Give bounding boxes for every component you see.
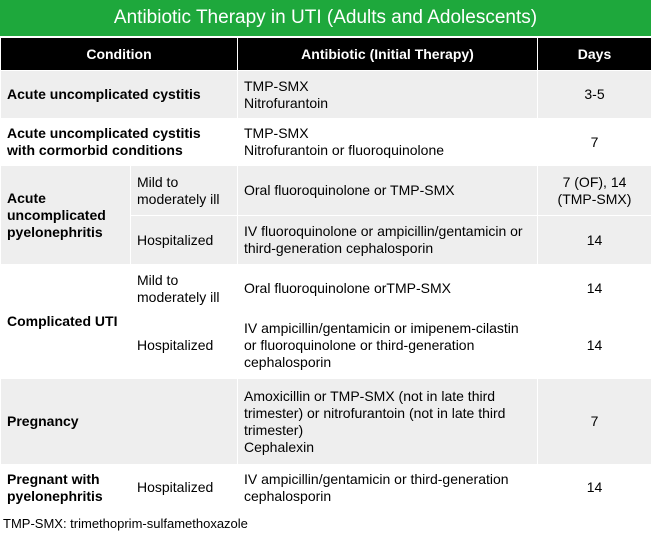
days-cell: 7 (OF), 14 (TMP-SMX) xyxy=(538,166,651,216)
condition-cell: Complicated UTI xyxy=(1,265,131,379)
days-cell: 14 xyxy=(538,313,651,379)
days-cell: 14 xyxy=(538,465,651,511)
setting-cell: Hospitalized xyxy=(131,313,238,379)
antibiotic-cell: Oral fluoroquinolone orTMP-SMX xyxy=(238,265,538,313)
table: Condition Antibiotic (Initial Therapy) D… xyxy=(0,37,651,511)
days-cell: 7 xyxy=(538,379,651,465)
antibiotic-line: Nitrofurantoin or fluoroquinolone xyxy=(244,142,531,159)
antibiotic-line: IV ampicillin/gentamicin or imipenem-cil… xyxy=(244,320,531,371)
header-cell: Condition xyxy=(1,38,238,71)
condition-cell: Pregnancy xyxy=(1,379,238,465)
antibiotic-cell: Oral fluoroquinolone or TMP-SMX xyxy=(238,166,538,216)
antibiotic-cell: Amoxicillin or TMP-SMX (not in late thir… xyxy=(238,379,538,465)
condition-cell: Acute uncomplicated cystitis with cormor… xyxy=(1,119,238,166)
header-row: Condition Antibiotic (Initial Therapy) D… xyxy=(1,38,651,71)
antibiotic-cell: IV fluoroquinolone or ampicillin/gentami… xyxy=(238,216,538,265)
setting-cell: Hospitalized xyxy=(131,216,238,265)
antibiotic-line: Oral fluoroquinolone orTMP-SMX xyxy=(244,280,531,297)
days-cell: 14 xyxy=(538,216,651,265)
setting-cell: Mild to moderately ill xyxy=(131,265,238,313)
antibiotic-line: IV ampicillin/gentamicin or third-genera… xyxy=(244,471,531,505)
condition-cell: Pregnant with pyelonephritis xyxy=(1,465,131,511)
antibiotic-line: IV fluoroquinolone or ampicillin/gentami… xyxy=(244,223,531,257)
header-cell: Antibiotic (Initial Therapy) xyxy=(238,38,538,71)
antibiotic-line: Amoxicillin or TMP-SMX (not in late thir… xyxy=(244,388,531,439)
days-cell: 14 xyxy=(538,265,651,313)
days-cell: 3-5 xyxy=(538,71,651,119)
table-title: Antibiotic Therapy in UTI (Adults and Ad… xyxy=(0,0,651,37)
antibiotic-line: Cephalexin xyxy=(244,439,531,456)
antibiotic-cell: IV ampicillin/gentamicin or imipenem-cil… xyxy=(238,313,538,379)
condition-cell: Acute uncomplicated cystitis xyxy=(1,71,238,119)
antibiotic-line: Nitrofurantoin xyxy=(244,95,531,112)
setting-cell: Hospitalized xyxy=(131,465,238,511)
setting-cell: Mild to moderately ill xyxy=(131,166,238,216)
antibiotic-cell: IV ampicillin/gentamicin or third-genera… xyxy=(238,465,538,511)
antibiotic-line: TMP-SMX xyxy=(244,78,531,95)
condition-cell: Acute uncomplicated pyelonephritis xyxy=(1,166,131,265)
antibiotic-line: Oral fluoroquinolone or TMP-SMX xyxy=(244,182,531,199)
days-cell: 7 xyxy=(538,119,651,166)
footnote: TMP-SMX: trimethoprim-sulfamethoxazole xyxy=(0,511,651,536)
table-row: Acute uncomplicated cystitis with cormor… xyxy=(1,119,651,166)
antibiotic-line: TMP-SMX xyxy=(244,125,531,142)
header-cell: Days xyxy=(538,38,651,71)
